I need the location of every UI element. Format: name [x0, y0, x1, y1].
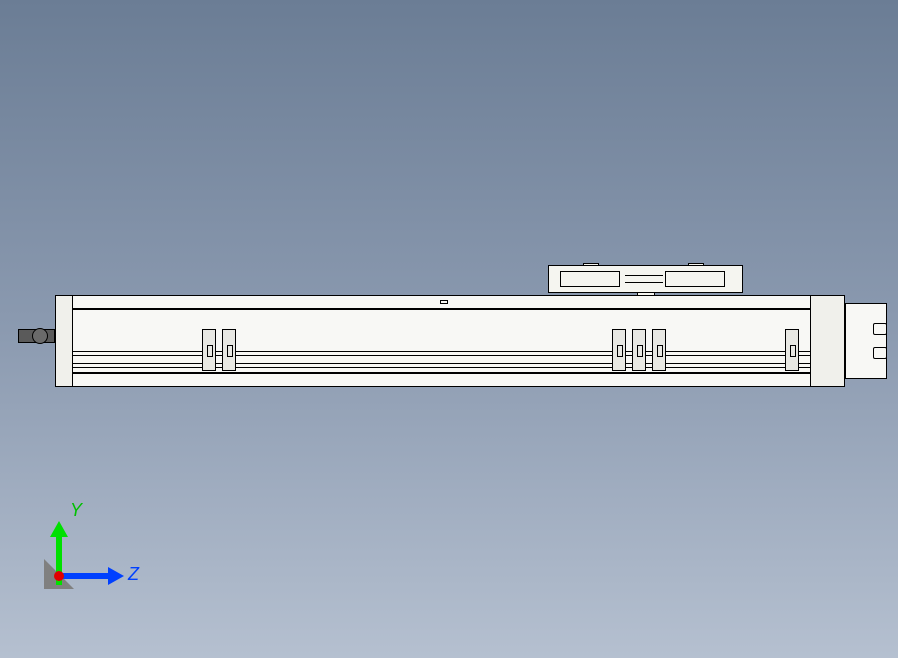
axis-z-label: Z [128, 564, 139, 585]
axis-y-arrow-icon [50, 521, 68, 537]
axis-z-line [60, 573, 112, 579]
bracket-slot [790, 345, 796, 357]
rail-groove-line [55, 367, 845, 368]
coordinate-triad[interactable]: Y Z [30, 503, 130, 603]
right-mounting-hole [873, 323, 887, 335]
mid-position-marker [440, 300, 448, 304]
axis-x-dot-icon [54, 571, 64, 581]
rail-groove-line [55, 351, 845, 352]
mounting-bracket [222, 329, 236, 371]
bracket-slot [637, 345, 643, 357]
cad-viewport[interactable]: Y Z [0, 0, 898, 658]
rail-top-edge [55, 295, 845, 309]
bracket-slot [227, 345, 233, 357]
bracket-slot [657, 345, 663, 357]
axis-y-label: Y [70, 500, 82, 521]
mounting-bracket [632, 329, 646, 371]
right-end-cap [810, 295, 845, 387]
rail-bottom-edge [55, 373, 845, 387]
right-motor-block [845, 303, 887, 379]
axis-z-arrow-icon [108, 567, 124, 585]
right-mounting-hole [873, 347, 887, 359]
mounting-bracket [652, 329, 666, 371]
bracket-slot [207, 345, 213, 357]
carriage-detail-right [665, 271, 725, 287]
left-end-cap [55, 295, 73, 387]
rail-groove-line [55, 355, 845, 356]
bracket-slot [617, 345, 623, 357]
rail-groove-line [55, 363, 845, 364]
mounting-bracket [612, 329, 626, 371]
mounting-bracket [785, 329, 799, 371]
carriage-detail-left [560, 271, 620, 287]
mounting-bracket [202, 329, 216, 371]
left-shaft-circle [32, 328, 48, 344]
model-linear-rail[interactable] [0, 265, 898, 395]
carriage-center-rail [625, 275, 663, 283]
